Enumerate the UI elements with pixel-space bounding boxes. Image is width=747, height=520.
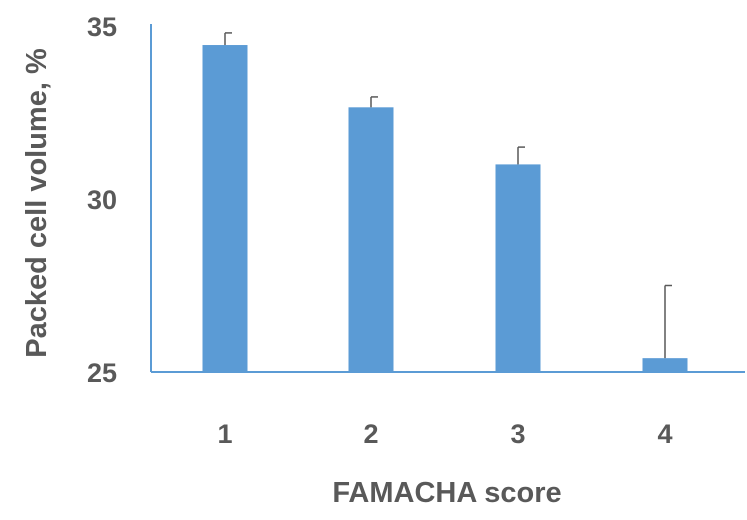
bar-3 (495, 164, 541, 372)
bars (202, 45, 688, 372)
error-bar-2 (370, 96, 378, 108)
x-tick-label-4: 4 (657, 419, 672, 449)
y-tick-labels: 25 30 35 (87, 12, 117, 388)
error-bar-4 (664, 284, 672, 359)
x-tick-labels: 1 2 3 4 (217, 419, 672, 449)
x-tick-label-3: 3 (510, 419, 525, 449)
error-bar-3 (517, 146, 525, 165)
y-tick-label-30: 30 (87, 185, 117, 215)
error-bars (224, 32, 672, 359)
bar-4 (642, 358, 688, 372)
x-tick-label-1: 1 (217, 419, 232, 449)
x-tick-label-2: 2 (363, 419, 378, 449)
y-tick-label-25: 25 (87, 358, 117, 388)
y-tick-label-35: 35 (87, 12, 117, 42)
error-bar-1 (224, 32, 232, 46)
x-axis-title: FAMACHA score (332, 477, 561, 509)
bar-1 (202, 45, 248, 372)
y-axis-title: Packed cell volume, % (21, 48, 53, 358)
bar-2 (348, 107, 394, 372)
